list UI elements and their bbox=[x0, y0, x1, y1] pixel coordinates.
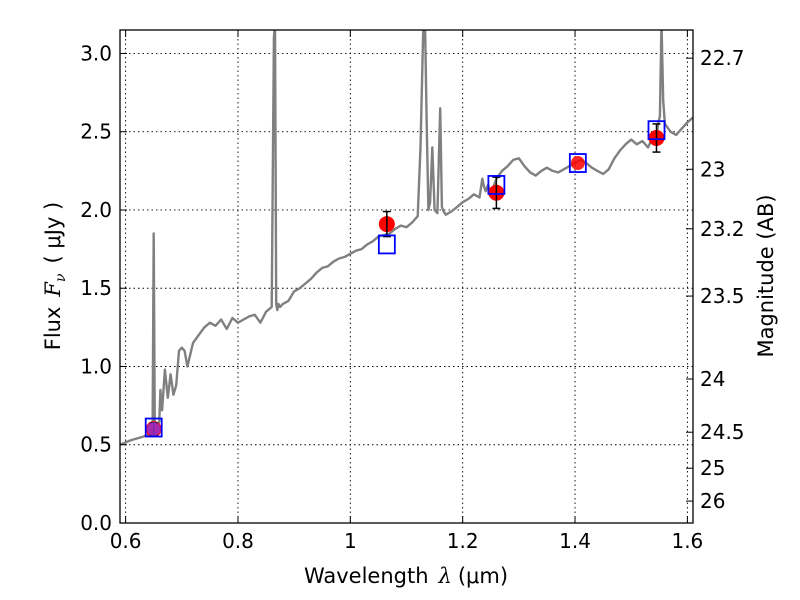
y2-tick-label: 26 bbox=[700, 489, 725, 513]
extra-point bbox=[570, 156, 585, 171]
y2-tick-label: 23.5 bbox=[700, 284, 745, 308]
x-tick-label: 1.4 bbox=[559, 529, 591, 553]
x-tick-label: 1 bbox=[344, 529, 357, 553]
series-layer bbox=[120, 30, 693, 446]
y-tick-label: 1.5 bbox=[80, 276, 112, 300]
model-box bbox=[144, 417, 163, 438]
x-tick-label: 1.2 bbox=[447, 529, 479, 553]
y-tick-label: 2.0 bbox=[80, 198, 112, 222]
extra-point bbox=[146, 422, 161, 437]
y-tick-label: 3.0 bbox=[80, 41, 112, 65]
x-tick-label: 0.6 bbox=[110, 529, 142, 553]
plot-frame bbox=[119, 29, 694, 524]
y-tick-label: 1.0 bbox=[80, 354, 112, 378]
x-axis-label: Wavelength λ (μm) bbox=[304, 564, 508, 588]
y2-tick-label: 23.2 bbox=[700, 217, 745, 241]
y2-axis-label: Magnitude (AB) bbox=[754, 194, 778, 357]
marker-layer bbox=[144, 120, 666, 438]
y-tick-label: 0.5 bbox=[80, 433, 112, 457]
y-axis-label: FluxFν( μJy ) bbox=[41, 202, 69, 350]
tick-layer: 0.6 0.8 1 1.2 1.4 1.6 0.0 0.5 1.0 1.5 2.0 2.5 3.0 22.… bbox=[80, 30, 745, 553]
model-box bbox=[377, 234, 396, 255]
y-tick-label: 0.0 bbox=[80, 511, 112, 535]
grid bbox=[120, 30, 693, 523]
spectrum-line bbox=[120, 30, 693, 446]
model-box bbox=[568, 153, 587, 173]
model-box bbox=[647, 120, 666, 141]
y2-tick-label: 22.7 bbox=[700, 46, 745, 70]
x-tick-label: 1.6 bbox=[671, 529, 703, 553]
model-box bbox=[487, 175, 506, 195]
y2-tick-label: 25 bbox=[700, 456, 725, 480]
y-tick-label: 2.5 bbox=[80, 120, 112, 144]
x-tick-label: 0.8 bbox=[222, 529, 254, 553]
y2-tick-label: 23 bbox=[700, 157, 725, 181]
y2-tick-label: 24 bbox=[700, 367, 725, 391]
y2-tick-label: 24.5 bbox=[700, 420, 745, 444]
